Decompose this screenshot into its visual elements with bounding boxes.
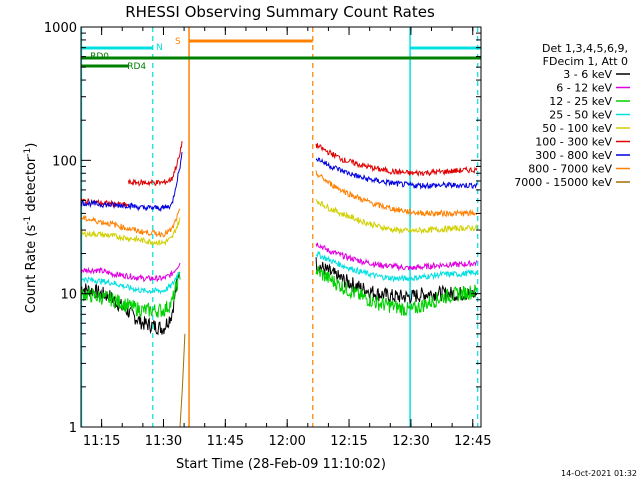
x-tick-label: 12:45	[454, 434, 491, 449]
x-axis-label: Start Time (28-Feb-09 11:10:02)	[176, 457, 386, 472]
x-tick-label: 12:15	[330, 434, 367, 449]
x-tick-label: 12:00	[268, 434, 305, 449]
series-line-6-12-kev	[315, 242, 478, 272]
x-tick-label: 12:30	[392, 434, 429, 449]
chart-title: RHESSI Observing Summary Count Rates	[125, 3, 435, 21]
legend-header-line: Det 1,3,4,5,6,9,	[542, 42, 628, 55]
axes: 11:15 11:30 11:45 12:00 12:15 12:30 12:45 1 10 10…	[44, 21, 492, 449]
annotation-rd4: RD4	[127, 62, 146, 72]
x-tick-label: 11:30	[145, 434, 182, 449]
annotation-rd0: RD0	[90, 52, 109, 62]
y-axis-label: Count Rate (s-1 detector-1)	[23, 143, 39, 314]
legend-header-line: FDecim 1, Att 0	[543, 55, 628, 68]
series-line-25-50-kev	[315, 250, 478, 283]
plot-area: N S RD0 RD4	[80, 27, 481, 428]
series-line-7000-15000-kev	[179, 333, 186, 428]
legend-entry-label: 300 - 800 keV	[535, 149, 612, 162]
series-line-12-25-kev	[315, 265, 478, 317]
legend-entry-label: 12 - 25 keV	[549, 95, 612, 108]
legend-entry-label: 25 - 50 keV	[549, 109, 612, 122]
legend-entry-label: 7000 - 15000 keV	[514, 176, 612, 189]
annotation-s: S	[175, 37, 181, 47]
series-line-50-100-kev	[80, 217, 181, 247]
legend-entry-label: 50 - 100 keV	[542, 122, 612, 135]
series-line-3-6-kev	[80, 271, 181, 336]
series-line-25-50-kev	[80, 271, 181, 295]
y-axis-label-mid: detector	[24, 156, 39, 216]
series-line-800-7000-kev	[315, 170, 478, 218]
annotation-n: N	[156, 43, 163, 53]
y-tick-label: 10	[60, 288, 77, 303]
series-line-800-7000-kev	[80, 208, 181, 238]
series-line-100-300-kev	[315, 143, 478, 177]
legend: Det 1,3,4,5,6,9,FDecim 1, Att 03 - 6 keV…	[514, 42, 630, 189]
series-line-6-12-kev	[80, 262, 181, 283]
y-axis-label-end: )	[24, 143, 39, 148]
y-axis-label-sup1: -1	[23, 216, 33, 225]
legend-entry-label: 6 - 12 keV	[556, 82, 612, 95]
timestamp: 14-Oct-2021 01:32	[561, 469, 637, 478]
series-line-12-25-kev	[80, 272, 181, 319]
series-line-100-300-kev	[127, 141, 183, 187]
legend-entry-label: 100 - 300 keV	[535, 136, 612, 149]
series-line-50-100-kev	[315, 198, 478, 235]
y-axis-label-main: Count Rate (s	[24, 225, 39, 314]
legend-entry-label: 800 - 7000 keV	[528, 163, 612, 176]
y-tick-label: 1	[69, 421, 77, 436]
series-line-300-800-kev	[80, 152, 183, 213]
y-tick-label: 1000	[44, 21, 77, 36]
series-line-300-800-kev	[315, 157, 478, 191]
legend-entry-label: 3 - 6 keV	[563, 68, 612, 81]
axes-frame	[80, 26, 482, 428]
y-axis-label-sup2: -1	[23, 148, 33, 157]
series-line-3-6-kev	[315, 257, 478, 305]
x-tick-label: 11:45	[207, 434, 244, 449]
x-tick-label: 11:15	[83, 434, 120, 449]
y-tick-label: 100	[52, 154, 77, 169]
